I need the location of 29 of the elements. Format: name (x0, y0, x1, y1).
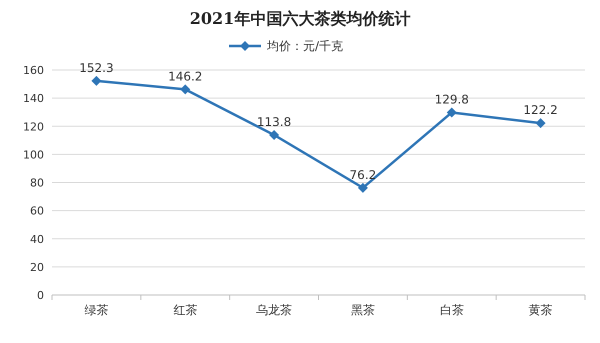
data-label: 129.8 (434, 92, 469, 106)
y-tick-label: 40 (30, 232, 44, 246)
y-tick-label: 160 (23, 64, 44, 77)
x-tick-label: 红茶 (173, 303, 198, 317)
y-tick-label: 80 (30, 176, 44, 190)
data-label: 113.8 (256, 114, 292, 129)
data-label: 152.3 (79, 60, 114, 75)
y-tick-label: 0 (37, 289, 44, 302)
x-tick-label: 绿茶 (84, 303, 108, 317)
data-label: 76.2 (350, 168, 376, 182)
x-tick-label: 黄茶 (528, 303, 553, 317)
x-tick-label: 黑茶 (350, 303, 375, 317)
point (536, 118, 546, 128)
y-tick-label: 100 (23, 148, 44, 162)
y-tick-label: 60 (30, 204, 44, 218)
data-label: 122.2 (523, 103, 558, 118)
point (269, 130, 280, 140)
point (91, 76, 102, 86)
y-tick-label: 120 (23, 120, 44, 134)
y-tick-label: 140 (23, 92, 44, 106)
x-tick-label: 乌龙茶 (256, 303, 292, 317)
legend-label: 均价：元/千克 (266, 39, 344, 53)
x-tick-label: 白茶 (440, 303, 464, 317)
data-label: 146.2 (168, 69, 202, 84)
y-tick-label: 20 (30, 260, 44, 274)
point (180, 84, 190, 94)
point (446, 107, 457, 118)
chart-title: 2021年中国六大茶类均价统计 (190, 9, 410, 28)
point (358, 182, 368, 193)
